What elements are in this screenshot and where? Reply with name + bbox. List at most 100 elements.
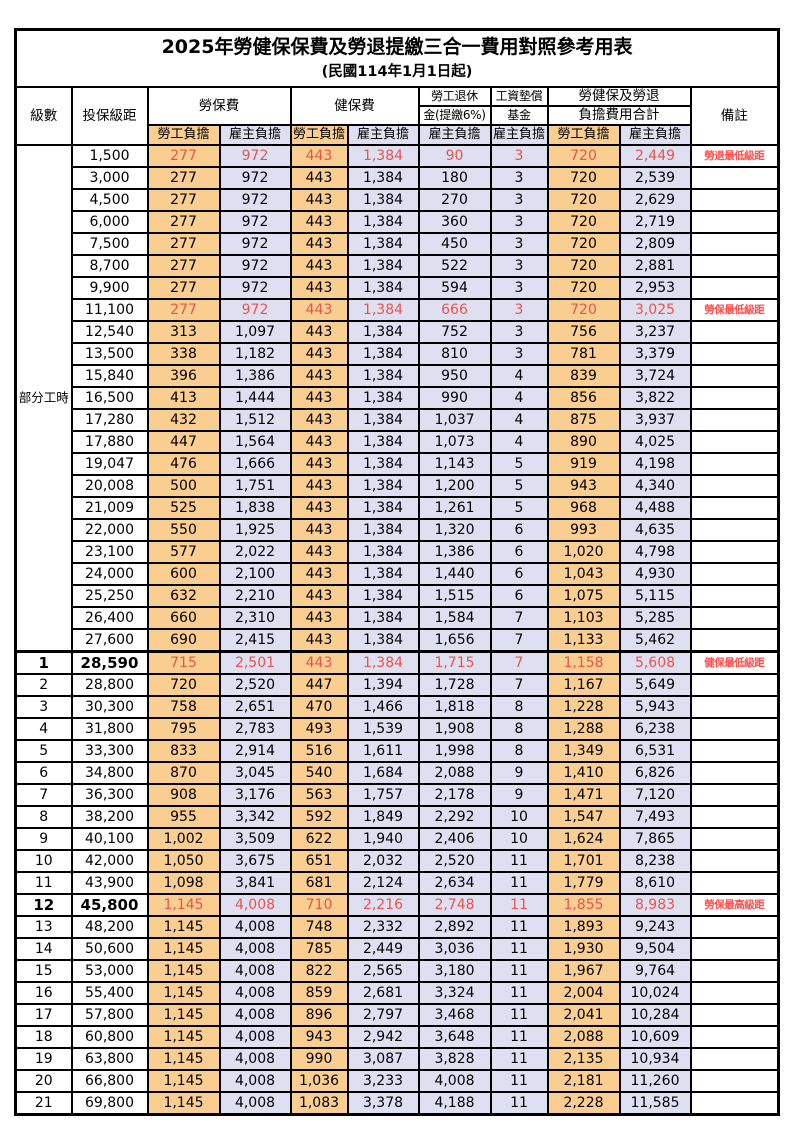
bracket-cell: 9,900 (70, 276, 149, 300)
total-employer-cell: 6,826 (618, 761, 692, 785)
table-row: 13,500 338 1,182 443 1,384 810 3 781 3,379 (16, 342, 780, 366)
total-employer-cell: 2,719 (618, 210, 692, 234)
table-row: 21,009 525 1,838 443 1,384 1,261 5 968 4,488 (16, 496, 780, 520)
health-employer-cell: 1,384 (346, 364, 420, 388)
pension-employer-cell: 752 (417, 320, 492, 344)
wage-fund-employer-cell: 6 (489, 518, 549, 542)
labor-employee-cell: 277 (146, 298, 221, 322)
bracket-cell: 25,250 (70, 584, 149, 608)
bracket-cell: 66,800 (70, 1069, 149, 1093)
labor-employer-cell: 1,512 (218, 408, 292, 432)
labor-employee-cell: 833 (146, 739, 221, 763)
remark-cell (689, 1003, 780, 1027)
health-employer-cell: 1,466 (346, 695, 420, 719)
total-employer-cell: 2,539 (618, 166, 692, 190)
table-row: 2 28,800 720 2,520 447 1,394 1,728 7 1,167 5,649 (14, 673, 780, 697)
total-employer-cell: 3,937 (618, 408, 692, 432)
table-subtitle: (民國114年1月1日起) (321, 64, 473, 80)
grade-cell: 17 (14, 1003, 73, 1027)
remark-cell (689, 430, 780, 454)
labor-employer-cell: 1,182 (218, 342, 292, 366)
header-total-employer-burden: 雇主負擔 (618, 124, 692, 146)
wage-fund-employer-cell: 11 (489, 1069, 549, 1093)
remark-cell (689, 717, 780, 741)
health-employer-cell: 1,940 (346, 827, 420, 851)
total-employee-cell: 1,020 (546, 540, 621, 564)
pension-employer-cell: 3,324 (417, 981, 492, 1005)
total-employee-cell: 1,158 (546, 650, 621, 675)
remark-cell: 勞保最低級距 (689, 298, 780, 322)
header-health-employee-burden: 勞工負擔 (289, 124, 349, 146)
pension-employer-cell: 3,180 (417, 959, 492, 983)
wage-fund-employer-cell: 7 (489, 673, 549, 697)
total-employee-cell: 1,133 (546, 628, 621, 653)
pension-employer-cell: 1,998 (417, 739, 492, 763)
health-employer-cell: 1,384 (346, 166, 420, 190)
health-employee-cell: 943 (289, 1025, 349, 1049)
grade-cell: 12 (14, 893, 73, 917)
table-row: 15,840 396 1,386 443 1,384 950 4 839 3,724 (16, 364, 780, 388)
bracket-cell: 24,000 (70, 562, 149, 586)
table-body: 部分工時 1,500 277 972 443 1,384 90 3 720 2,449 勞退最低級距… (14, 144, 780, 1116)
bracket-cell: 63,800 (70, 1047, 149, 1071)
grade-cell: 21 (14, 1091, 73, 1116)
total-employer-cell: 4,340 (618, 474, 692, 498)
bracket-cell: 28,590 (70, 650, 149, 675)
header-row-1: 級數 投保級距 勞保費 健保費 勞工退休 工資墊償 勞健保及勞退 備註 (14, 86, 780, 146)
health-employee-cell: 443 (289, 628, 349, 653)
grade-cell: 8 (14, 805, 73, 829)
labor-employee-cell: 632 (146, 584, 221, 608)
table-row: 7 36,300 908 3,176 563 1,757 2,178 9 1,471 7,120 (14, 783, 780, 807)
labor-employer-cell: 972 (218, 276, 292, 300)
labor-employer-cell: 4,008 (218, 1069, 292, 1093)
health-employee-cell: 443 (289, 298, 349, 322)
labor-employee-cell: 715 (146, 650, 221, 675)
health-employee-cell: 443 (289, 540, 349, 564)
health-employee-cell: 443 (289, 188, 349, 212)
health-employer-cell: 2,449 (346, 937, 420, 961)
remark-cell (689, 562, 780, 586)
health-employee-cell: 822 (289, 959, 349, 983)
health-employee-cell: 443 (289, 452, 349, 476)
header-health-employer-burden: 雇主負擔 (346, 124, 420, 146)
total-employee-cell: 2,228 (546, 1091, 621, 1116)
labor-employer-cell: 2,501 (218, 650, 292, 675)
health-employee-cell: 443 (289, 232, 349, 256)
health-employee-cell: 443 (289, 562, 349, 586)
health-employer-cell: 3,087 (346, 1047, 420, 1071)
table-row: 14 50,600 1,145 4,008 785 2,449 3,036 11 1,930 9,… (14, 937, 780, 961)
labor-employee-cell: 277 (146, 232, 221, 256)
health-employee-cell: 443 (289, 474, 349, 498)
labor-employee-cell: 870 (146, 761, 221, 785)
health-employee-cell: 443 (289, 210, 349, 234)
labor-employer-cell: 4,008 (218, 1047, 292, 1071)
pension-employer-cell: 1,440 (417, 562, 492, 586)
labor-employee-cell: 1,050 (146, 849, 221, 873)
health-employee-cell: 443 (289, 254, 349, 278)
bracket-cell: 19,047 (70, 452, 149, 476)
labor-employee-cell: 1,002 (146, 827, 221, 851)
remark-cell (689, 1069, 780, 1093)
wage-fund-employer-cell: 3 (489, 276, 549, 300)
table-row: 17,280 432 1,512 443 1,384 1,037 4 875 3,937 (16, 408, 780, 432)
wage-fund-employer-cell: 3 (489, 166, 549, 190)
pension-employer-cell: 2,634 (417, 871, 492, 895)
total-employee-cell: 756 (546, 320, 621, 344)
health-employee-cell: 443 (289, 584, 349, 608)
labor-employee-cell: 1,145 (146, 1091, 221, 1116)
total-employer-cell: 10,284 (618, 1003, 692, 1027)
bracket-cell: 60,800 (70, 1025, 149, 1049)
grade-cell: 20 (14, 1069, 73, 1093)
health-employer-cell: 2,565 (346, 959, 420, 983)
total-employer-cell: 5,462 (618, 628, 692, 653)
total-employer-cell: 10,609 (618, 1025, 692, 1049)
labor-employer-cell: 1,838 (218, 496, 292, 520)
wage-fund-employer-cell: 11 (489, 871, 549, 895)
remark-cell (689, 628, 780, 653)
grade-cell: 5 (14, 739, 73, 763)
wage-fund-employer-cell: 7 (489, 628, 549, 653)
remark-cell (689, 408, 780, 432)
pension-employer-cell: 1,386 (417, 540, 492, 564)
labor-employer-cell: 972 (218, 298, 292, 322)
labor-employee-cell: 550 (146, 518, 221, 542)
